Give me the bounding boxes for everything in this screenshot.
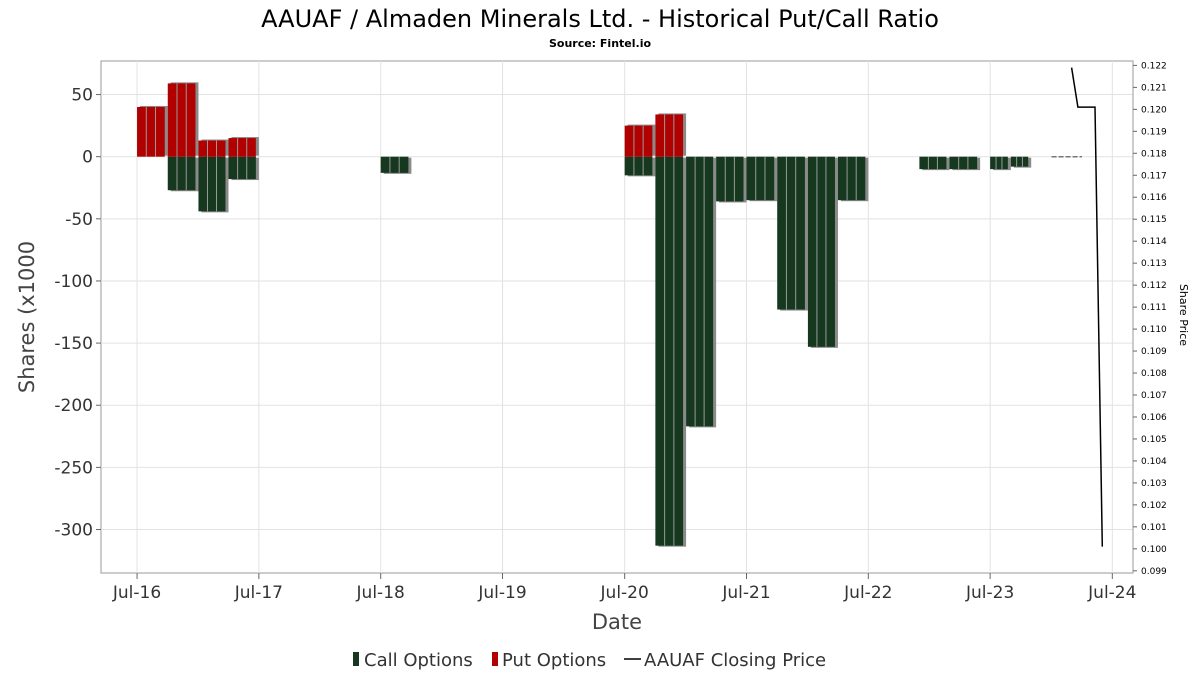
legend: Call Options Put Options AAUAF Closing P…	[353, 650, 826, 671]
x-tick-label: Jul-16	[112, 583, 161, 603]
y2-tick-label: 0.121	[1141, 83, 1167, 93]
x-tick-label: Jul-21	[721, 583, 770, 603]
y-tick-label: -100	[54, 272, 93, 292]
call-bar	[807, 156, 835, 347]
chart-title: AAUAF / Almaden Minerals Ltd. - Historic…	[261, 5, 939, 33]
y2-tick-label: 0.117	[1141, 171, 1167, 181]
axes: 50 0 -50 -100 -150 -200 -250 -300 Jul-16 Jul-17 Ju…	[54, 61, 1167, 603]
x-tick-label: Jul-19	[477, 583, 526, 603]
put-bar	[624, 125, 653, 157]
put-bar	[655, 114, 684, 157]
y2-tick-label: 0.112	[1141, 281, 1167, 291]
call-bar	[686, 156, 714, 427]
y2-tick-label: 0.119	[1141, 127, 1167, 137]
y2-tick-label: 0.108	[1141, 369, 1167, 379]
put-bar	[167, 83, 196, 157]
y2-tick-label: 0.111	[1141, 303, 1167, 313]
y-tick-label: -250	[54, 458, 93, 478]
y2-tick-label: 0.118	[1141, 149, 1167, 159]
y2-tick-label: 0.110	[1141, 325, 1167, 335]
call-bar	[837, 156, 866, 201]
x-tick-label: Jul-17	[234, 583, 283, 603]
call-bar	[167, 156, 196, 191]
y2-tick-label: 0.101	[1141, 523, 1167, 533]
call-bar	[624, 156, 653, 176]
call-bar	[949, 156, 978, 170]
x-tick-label: Jul-18	[356, 583, 405, 603]
y2-tick-label: 0.115	[1141, 215, 1167, 225]
x-tick-label: Jul-20	[600, 583, 649, 603]
call-bar	[777, 156, 805, 310]
legend-label-put: Put Options	[502, 650, 606, 671]
x-tick-label: Jul-22	[843, 583, 892, 603]
y2-tick-label: 0.109	[1141, 347, 1167, 357]
legend-label-price: AAUAF Closing Price	[644, 650, 826, 671]
call-bar	[228, 156, 256, 180]
legend-swatch-call	[353, 652, 359, 666]
put-bar	[198, 140, 226, 157]
y2-tick-label: 0.103	[1141, 479, 1167, 489]
y2-tick-label: 0.106	[1141, 413, 1167, 423]
y2-tick-label: 0.107	[1141, 391, 1167, 401]
plot-area	[100, 60, 1134, 574]
call-bar	[919, 156, 947, 170]
call-bar	[746, 156, 775, 201]
legend-label-call: Call Options	[364, 650, 473, 671]
x-axis-label: Date	[592, 610, 642, 634]
y-tick-label: -50	[65, 210, 93, 230]
y-tick-label: -200	[54, 396, 93, 416]
price-line	[1070, 67, 1104, 547]
call-bar	[990, 156, 1008, 170]
put-bar	[137, 106, 165, 157]
put-bar	[228, 138, 256, 157]
y2-tick-label: 0.104	[1141, 457, 1167, 467]
bars	[137, 82, 1082, 547]
x-tick-label: Jul-23	[965, 583, 1014, 603]
y2-axis-label: Share Price	[1177, 284, 1190, 346]
chart-subtitle: Source: Fintel.io	[549, 37, 651, 50]
y-tick-label: 50	[71, 86, 93, 106]
y2-tick-label: 0.105	[1141, 435, 1167, 445]
y2-tick-label: 0.099	[1141, 567, 1167, 577]
y-tick-label: -300	[54, 521, 93, 541]
price-series-line	[1070, 67, 1104, 547]
legend-swatch-put	[492, 652, 498, 666]
y2-tick-label: 0.114	[1141, 237, 1167, 247]
y2-tick-label: 0.113	[1141, 259, 1167, 269]
x-tick-label: Jul-24	[1087, 583, 1136, 603]
y2-tick-label: 0.122	[1141, 61, 1167, 71]
y-tick-label: 0	[82, 148, 93, 168]
y2-tick-label: 0.102	[1141, 501, 1167, 511]
y-tick-label: -150	[54, 334, 93, 354]
call-bar	[1010, 156, 1029, 167]
call-bar	[380, 156, 409, 173]
call-bar	[198, 156, 226, 212]
y2-tick-label: 0.120	[1141, 105, 1167, 115]
call-bar	[716, 156, 744, 202]
y-axis-label: Shares (x1000	[15, 241, 39, 393]
y2-tick-label: 0.116	[1141, 193, 1167, 203]
y2-tick-label: 0.100	[1141, 545, 1167, 555]
call-bar	[655, 156, 684, 546]
